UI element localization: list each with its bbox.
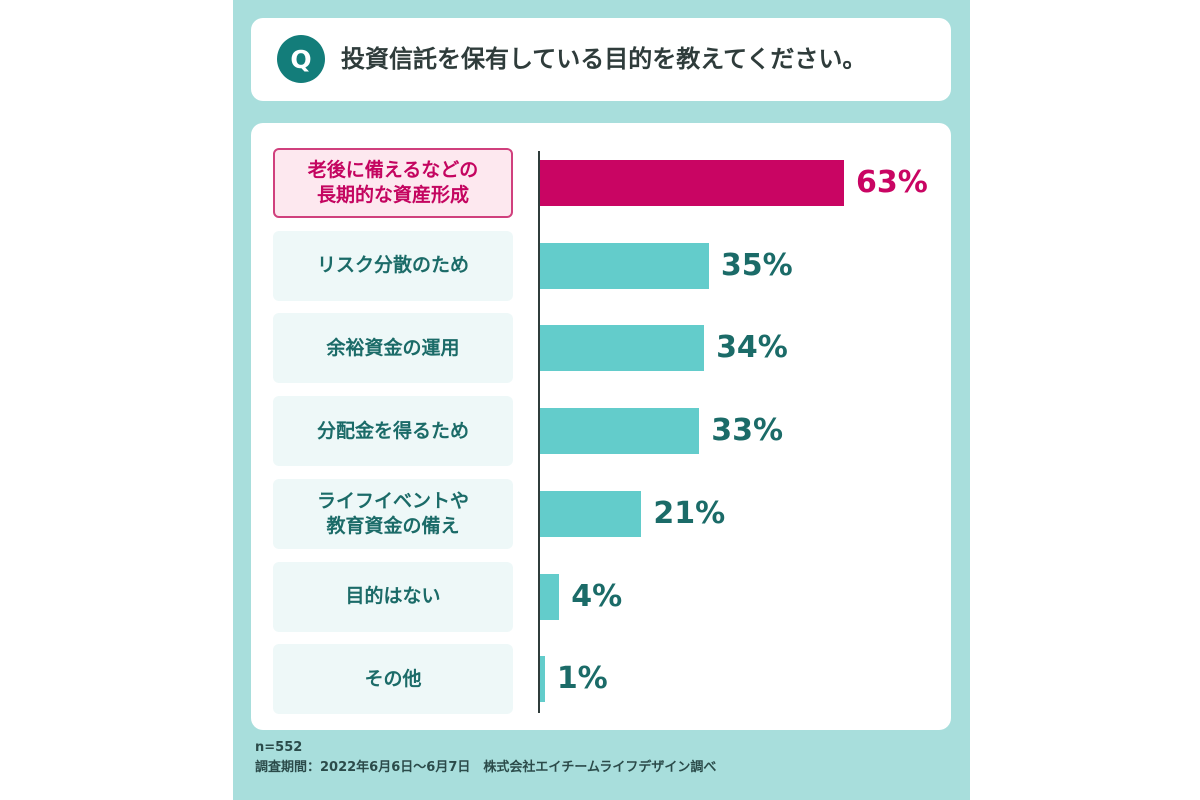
category-label: 余裕資金の運用 bbox=[273, 313, 513, 384]
bar-chart: 老後に備えるなどの 長期的な資産形成 63% リスク分散のため 35% 余裕資金の運用 3… bbox=[251, 123, 951, 730]
question-badge: Q bbox=[277, 35, 325, 83]
chart-footer: n=552 調査期間：2022年6月6日～6月7日 株式会社エイチームライフデザ… bbox=[255, 738, 716, 778]
category-label: ライフイベントや 教育資金の備え bbox=[273, 478, 513, 549]
bar bbox=[540, 573, 560, 620]
bar bbox=[540, 160, 844, 206]
value-label: 63% bbox=[856, 165, 928, 200]
category-label: リスク分散のため bbox=[273, 230, 513, 301]
value-label: 33% bbox=[711, 413, 784, 449]
bar bbox=[540, 325, 705, 372]
bar bbox=[540, 242, 709, 289]
bar bbox=[540, 408, 700, 455]
infographic-panel: Q 投資信託を保有している目的を教えてください。 老後に備えるなどの 長期的な資… bbox=[233, 0, 970, 800]
value-label: 35% bbox=[720, 247, 793, 283]
category-label: 目的はない bbox=[273, 561, 513, 632]
value-label: 4% bbox=[571, 578, 623, 614]
survey-source: 調査期間：2022年6月6日～6月7日 株式会社エイチームライフデザイン調べ bbox=[255, 760, 717, 775]
bar bbox=[540, 656, 545, 703]
question-text: 投資信託を保有している目的を教えてください。 bbox=[341, 45, 867, 73]
question-card: Q 投資信託を保有している目的を教えてください。 bbox=[251, 18, 951, 101]
value-label: 1% bbox=[556, 661, 608, 697]
sample-size: n=552 bbox=[255, 740, 303, 755]
category-label: 老後に備えるなどの 長期的な資産形成 bbox=[273, 148, 513, 218]
chart-axis-line bbox=[538, 151, 540, 713]
bar bbox=[540, 490, 642, 537]
category-label: 分配金を得るため bbox=[273, 396, 513, 467]
value-label: 34% bbox=[716, 330, 788, 366]
value-label: 21% bbox=[653, 495, 726, 531]
category-label: その他 bbox=[273, 644, 513, 715]
